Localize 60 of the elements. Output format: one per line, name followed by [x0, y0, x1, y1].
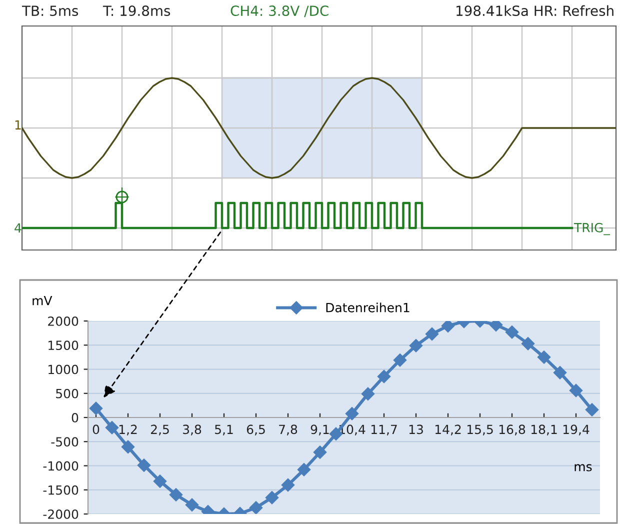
point	[265, 491, 279, 504]
x-tick-label: 11,7	[371, 424, 397, 436]
annotation: TRIG_	[574, 222, 610, 236]
point	[537, 350, 551, 364]
point	[345, 407, 359, 420]
point	[585, 403, 599, 416]
point	[569, 384, 583, 398]
text: 4	[14, 223, 22, 232]
point	[377, 370, 391, 384]
x-tick-label: 14,2	[435, 424, 461, 436]
legend-label: Datenreihen1	[326, 302, 410, 312]
x-tick-label: 13	[409, 424, 423, 434]
x-tick-label: 16,8	[499, 424, 526, 436]
point	[153, 474, 167, 488]
line-series	[89, 321, 599, 514]
point	[185, 498, 199, 512]
point	[297, 463, 311, 476]
point	[505, 326, 519, 339]
y-tick-label: 0	[72, 412, 78, 422]
y-tick-label: -2000	[43, 509, 78, 519]
x-tick-label: 2,5	[150, 424, 169, 436]
y-axis-title: mV	[32, 296, 52, 306]
x-tick-label: 18,1	[531, 424, 557, 436]
y-tick-label: 2000	[48, 316, 78, 326]
point	[121, 440, 135, 454]
point	[553, 366, 567, 380]
point	[313, 446, 327, 459]
x-tick-label: 7,8	[279, 424, 298, 436]
y-tick-label: 1500	[48, 340, 78, 350]
x-tick-label: 1,2	[119, 424, 137, 436]
text: 1	[15, 120, 21, 130]
text: 198.41kSa HR: Refresh	[456, 5, 614, 16]
x-tick-label: 5,1	[215, 424, 233, 436]
point	[249, 501, 263, 514]
y-tick-label: 1000	[48, 364, 78, 374]
x-tick-label: 19,4	[563, 424, 590, 436]
point	[393, 353, 407, 367]
point	[425, 327, 439, 341]
x-tick-label: 0	[92, 424, 100, 434]
x-tick-label: 9,1	[310, 424, 329, 436]
y-tick-label: -1500	[43, 485, 78, 495]
point	[105, 421, 119, 434]
point	[409, 339, 423, 352]
x-tick-label: 3,8	[183, 424, 202, 436]
y-tick-label: -1000	[43, 461, 78, 471]
point	[521, 337, 535, 350]
point	[169, 488, 183, 502]
text: TB: 5ms	[22, 6, 78, 16]
x-tick-label: 15,5	[467, 424, 493, 436]
point	[361, 387, 375, 400]
point	[137, 458, 151, 472]
point	[441, 321, 455, 332]
text: CH4: 3.8V /DC	[230, 6, 328, 18]
x-tick-label: 6,5	[246, 424, 265, 436]
point	[281, 478, 295, 492]
x-axis-title: ms	[574, 464, 592, 472]
text: T: 19.8ms	[102, 6, 170, 16]
y-tick-label: 500	[56, 388, 78, 398]
point	[89, 402, 103, 415]
y-tick-label: -500	[51, 437, 78, 447]
